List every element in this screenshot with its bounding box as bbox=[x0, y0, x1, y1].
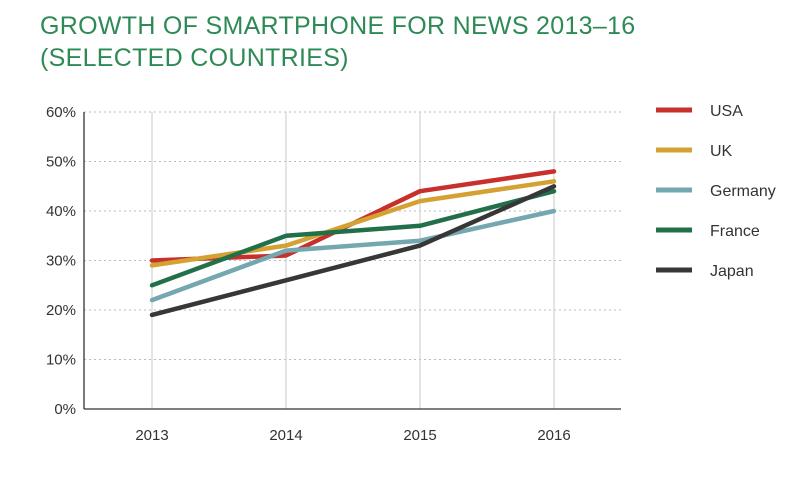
x-axis-tick-labels: 2013 2014 2015 2016 bbox=[135, 427, 570, 444]
legend-label-france: France bbox=[710, 223, 760, 240]
series-lines bbox=[149, 169, 557, 318]
y-tick-label-0: 0% bbox=[54, 401, 76, 418]
legend-label-germany: Germany bbox=[710, 183, 776, 200]
y-tick-label-60: 60% bbox=[46, 104, 76, 121]
legend-label-usa: USA bbox=[710, 103, 743, 120]
y-axis-tick-labels: 0% 10% 20% 30% 40% 50% 60% bbox=[46, 104, 76, 418]
horizontal-gridlines bbox=[84, 111, 621, 360]
chart-title-line-1: GROWTH OF SMARTPHONE FOR NEWS 2013–16 bbox=[40, 12, 636, 40]
y-tick-label-40: 40% bbox=[46, 203, 76, 220]
axes bbox=[83, 112, 621, 410]
x-tick-label-2014: 2014 bbox=[269, 427, 302, 444]
y-tick-label-30: 30% bbox=[46, 253, 76, 270]
series-line-uk bbox=[149, 179, 557, 268]
chart-title: GROWTH OF SMARTPHONE FOR NEWS 2013–16 (S… bbox=[40, 10, 635, 74]
series-line-france bbox=[149, 188, 557, 288]
x-tick-label-2013: 2013 bbox=[135, 427, 168, 444]
legend-label-uk: UK bbox=[710, 143, 733, 160]
x-tick-label-2016: 2016 bbox=[537, 427, 570, 444]
y-tick-label-20: 20% bbox=[46, 302, 76, 319]
y-tick-label-10: 10% bbox=[46, 352, 76, 369]
series-line-germany bbox=[149, 208, 557, 303]
chart-title-line-2: (SELECTED COUNTRIES) bbox=[40, 44, 349, 72]
x-tick-label-2015: 2015 bbox=[403, 427, 436, 444]
series-line-japan bbox=[149, 184, 557, 318]
legend: USA UK Germany France Japan bbox=[656, 103, 776, 280]
legend-label-japan: Japan bbox=[710, 263, 754, 280]
y-tick-label-50: 50% bbox=[46, 154, 76, 171]
